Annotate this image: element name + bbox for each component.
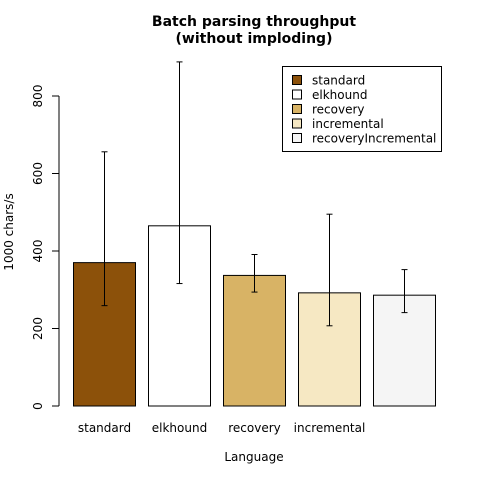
chart-title-line-2: (without imploding) [176, 31, 333, 47]
legend-swatch-elkhound [292, 89, 302, 100]
y-tick-label: 600 [31, 162, 45, 185]
legend-label-elkhound: elkhound [312, 88, 367, 102]
y-tick-label: 0 [31, 402, 45, 410]
legend-swatch-recovery [292, 104, 302, 114]
y-axis: 0 200 400 600 800 [31, 85, 60, 410]
chart-title-line-1: Batch parsing throughput [152, 14, 356, 30]
y-tick-label: 800 [31, 85, 45, 108]
x-tick-label: incremental [294, 421, 366, 435]
x-axis-label: Language [224, 450, 283, 464]
legend-swatch-recoveryIncremental [292, 133, 302, 143]
x-tick-label: standard [78, 421, 131, 435]
error-bars [101, 61, 408, 327]
bar-recovery [223, 274, 286, 407]
legend-label-recovery: recovery [312, 103, 365, 117]
legend-swatch-standard [292, 75, 302, 85]
legend-swatch-incremental [292, 118, 302, 129]
x-tick-label: elkhound [152, 421, 207, 435]
bars [73, 225, 436, 407]
x-tick-labels: standard elkhound recovery incremental [78, 421, 365, 435]
x-tick-label: recovery [228, 421, 281, 435]
y-tick-label: 200 [31, 317, 45, 340]
y-axis-label: 1000 chars/s [2, 193, 16, 270]
legend-label-incremental: incremental [312, 117, 384, 131]
legend-label-recoveryIncremental: recoveryIncremental [312, 132, 436, 146]
legend-label-standard: standard [312, 74, 365, 88]
legend: standardelkhoundrecoveryincrementalrecov… [282, 66, 442, 152]
y-tick-label: 400 [31, 240, 45, 263]
legend-box [282, 66, 442, 152]
